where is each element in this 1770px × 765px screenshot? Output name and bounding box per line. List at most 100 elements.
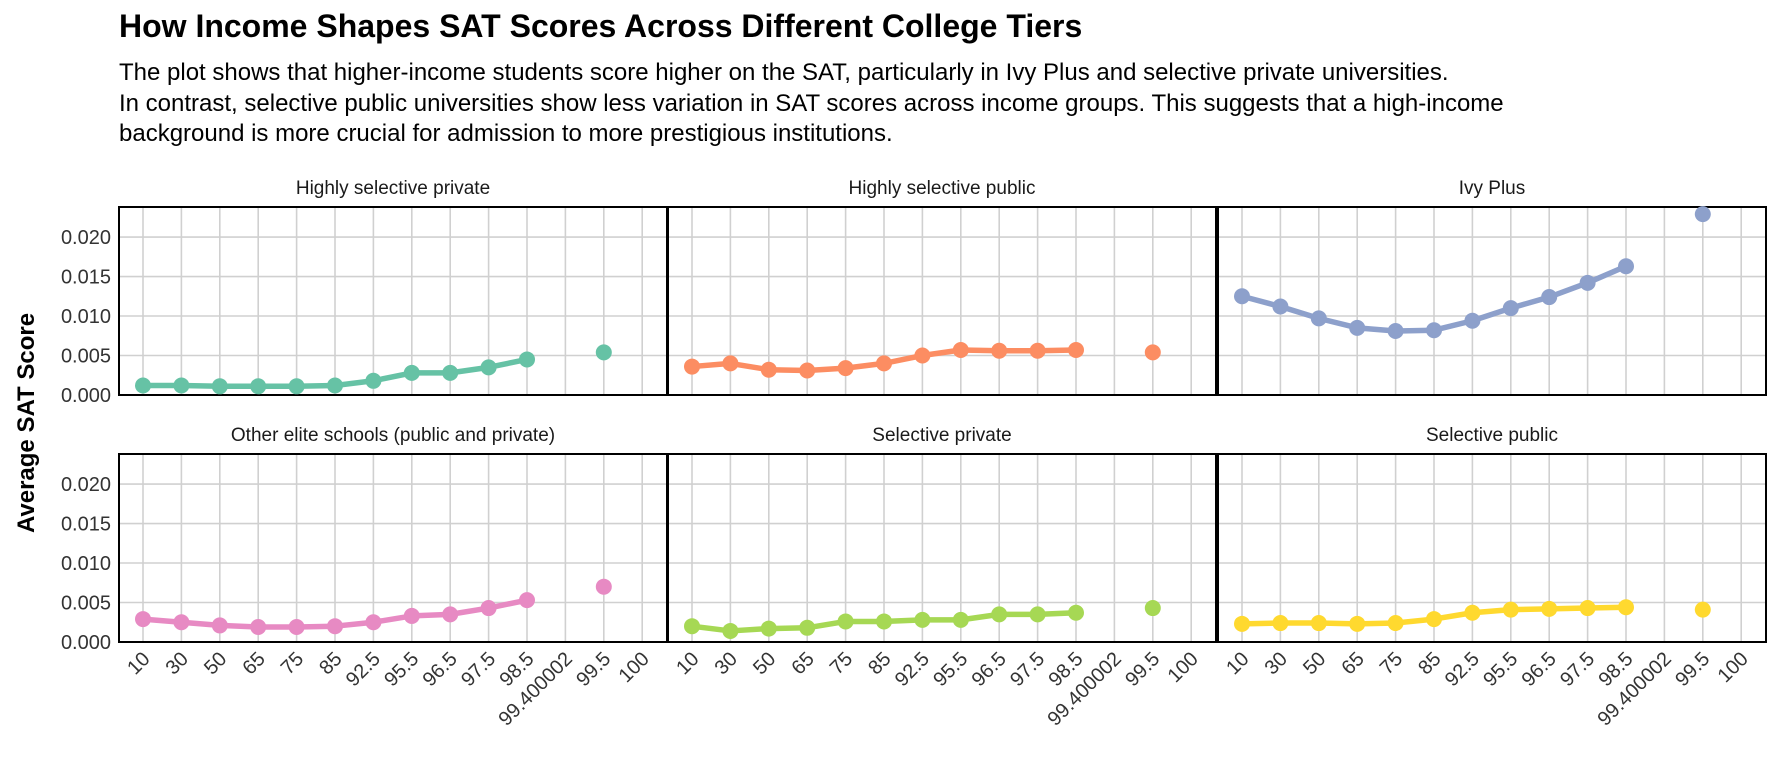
subtitle-line: The plot shows that higher-income studen… (119, 59, 1449, 86)
y-tick-label: 0.010 (61, 553, 111, 575)
data-point (595, 344, 612, 361)
data-point (1029, 342, 1046, 359)
data-point (1464, 604, 1481, 621)
y-tick-label: 0.010 (61, 306, 111, 328)
data-point (684, 618, 700, 635)
x-tick-label: 75 (277, 648, 308, 679)
data-point (173, 377, 190, 394)
y-tick-label: 0.000 (61, 385, 111, 407)
x-tick-label: 97.5 (1556, 648, 1599, 691)
data-point (799, 362, 816, 379)
data-point (519, 592, 535, 609)
data-point (1426, 322, 1442, 339)
data-point (1068, 341, 1084, 358)
x-tick-label: 99.400002 (495, 648, 577, 730)
data-point (250, 618, 267, 635)
data-point (480, 359, 497, 376)
x-tick-label: 96.5 (968, 648, 1011, 691)
x-tick-label: 99.400002 (1044, 648, 1126, 730)
data-point (1502, 300, 1519, 317)
facet-title: Highly selective public (849, 178, 1036, 199)
data-point (1310, 310, 1327, 327)
data-point (684, 358, 700, 375)
x-tick-label: 92.5 (342, 648, 385, 691)
x-tick-label: 75 (826, 648, 857, 679)
data-point (1234, 615, 1250, 632)
data-point (760, 361, 777, 378)
data-point (1618, 599, 1634, 616)
data-point (250, 378, 267, 395)
data-point (991, 606, 1008, 623)
data-point (1272, 298, 1289, 315)
data-point (1541, 289, 1558, 306)
x-tick-label: 99.5 (572, 648, 615, 691)
data-point (365, 372, 382, 389)
x-tick-label: 95.5 (1479, 648, 1522, 691)
data-point (1502, 601, 1519, 618)
data-point (914, 347, 931, 364)
facet-panel: Other elite schools (public and private)… (61, 425, 668, 730)
data-point (442, 364, 459, 381)
subtitle-line: background is more crucial for admission… (119, 120, 893, 147)
data-point (403, 607, 420, 624)
x-tick-label: 92.5 (1441, 648, 1484, 691)
data-point (1068, 604, 1084, 621)
data-point (135, 377, 151, 394)
data-point (288, 618, 305, 635)
data-point (1694, 601, 1711, 618)
data-point (365, 614, 382, 631)
data-point (1387, 323, 1404, 340)
x-tick-label: 100 (615, 648, 654, 687)
data-point (1694, 206, 1711, 223)
facet-panel: Ivy Plus (1217, 178, 1767, 396)
data-point (1618, 258, 1634, 275)
data-point (327, 618, 343, 635)
chart-title: How Income Shapes SAT Scores Across Diff… (119, 8, 1083, 44)
chart-subtitle: The plot shows that higher-income studen… (119, 58, 1759, 150)
y-tick-label: 0.020 (61, 227, 111, 249)
x-tick-label: 10 (123, 648, 154, 679)
data-point (1541, 600, 1558, 617)
x-tick-label: 99.5 (1671, 648, 1714, 691)
panel-border (118, 453, 668, 643)
facet-title: Highly selective private (296, 178, 490, 199)
facet-panel: Highly selective private 0.000 0.005 0.010 0… (61, 178, 668, 407)
data-point (914, 611, 931, 628)
x-tick-label: 97.5 (1006, 648, 1049, 691)
x-tick-label: 50 (200, 648, 231, 679)
x-tick-label: 96.5 (1518, 648, 1561, 691)
facet-panel: Highly selective public (667, 178, 1217, 396)
data-point (1272, 615, 1289, 632)
data-point (952, 611, 969, 628)
data-point (799, 619, 816, 636)
x-tick-label: 50 (749, 648, 780, 679)
panel-border (1217, 206, 1767, 396)
data-point (442, 606, 459, 623)
y-tick-label: 0.020 (61, 474, 111, 496)
y-tick-label: 0.015 (61, 267, 111, 289)
x-tick-label: 50 (1299, 648, 1330, 679)
panel-border (1217, 453, 1767, 643)
x-tick-label: 100 (1164, 648, 1203, 687)
data-point (211, 617, 228, 634)
data-point (327, 377, 343, 394)
data-point (837, 360, 854, 377)
y-tick-label: 0.015 (61, 514, 111, 536)
x-tick-label: 30 (1261, 648, 1292, 679)
x-tick-label: 99.400002 (1594, 648, 1676, 730)
x-tick-label: 65 (1337, 648, 1368, 679)
panel-border (667, 453, 1217, 643)
x-tick-label: 10 (1222, 648, 1253, 679)
data-point (135, 611, 151, 628)
data-point (760, 620, 777, 637)
data-point (1234, 288, 1250, 305)
data-point (480, 600, 497, 617)
data-point (1349, 319, 1366, 336)
x-tick-label: 100 (1714, 648, 1753, 687)
data-point (1310, 615, 1327, 632)
y-tick-label: 0.000 (61, 632, 111, 654)
facet-title: Ivy Plus (1459, 178, 1526, 199)
y-axis-title: Average SAT Score (13, 313, 40, 533)
data-point (991, 342, 1008, 359)
